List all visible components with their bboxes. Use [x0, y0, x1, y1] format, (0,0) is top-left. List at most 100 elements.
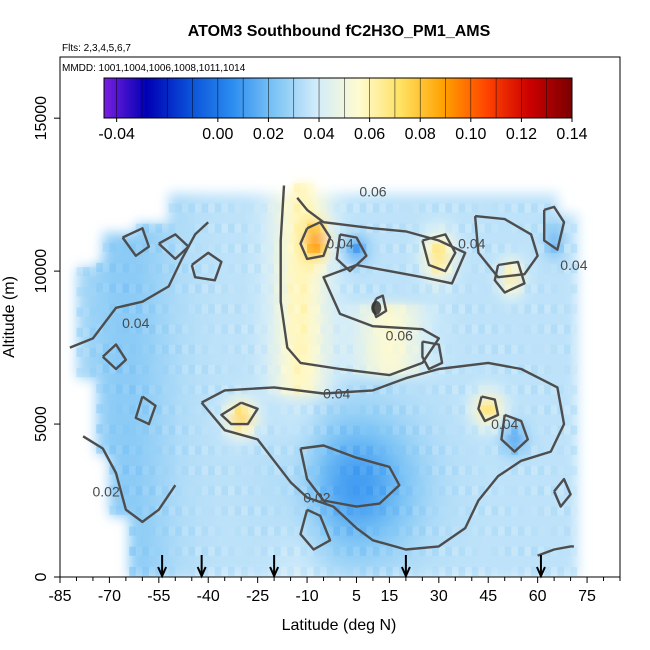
field-strip	[142, 486, 149, 496]
field-cell	[208, 375, 216, 386]
field-strip	[537, 506, 545, 516]
field-cell	[564, 556, 572, 568]
field-strip	[274, 344, 281, 354]
field-strip	[504, 223, 512, 233]
field-strip	[432, 203, 439, 213]
field-cell	[471, 294, 479, 305]
field-strip	[531, 344, 538, 354]
field-cell	[307, 314, 315, 326]
field-cell	[254, 516, 262, 528]
field-cell	[544, 294, 552, 305]
field-cell	[517, 233, 525, 245]
field-strip	[366, 506, 373, 516]
field-cell	[425, 375, 433, 386]
field-cell	[221, 496, 229, 507]
contour-label: 0.04	[458, 236, 485, 252]
field-strip	[228, 425, 235, 435]
field-cell	[557, 294, 565, 305]
field-strip	[372, 445, 380, 455]
field-cell	[458, 476, 466, 487]
field-cell	[254, 314, 262, 326]
field-cell	[491, 516, 499, 528]
field-strip	[491, 465, 499, 476]
field-cell	[234, 556, 242, 568]
field-strip	[564, 385, 571, 395]
field-strip	[274, 223, 281, 233]
field-cell	[280, 435, 288, 447]
field-cell	[287, 375, 295, 386]
contour-label: 0.04	[326, 236, 353, 252]
field-cell	[340, 455, 348, 467]
field-strip	[201, 526, 209, 536]
field-cell	[109, 495, 117, 507]
field-cell	[162, 455, 170, 467]
field-strip	[399, 203, 406, 213]
field-strip	[432, 425, 439, 435]
field-cell	[419, 476, 427, 487]
field-cell	[181, 415, 189, 427]
field-strip	[260, 566, 268, 576]
field-strip	[287, 405, 294, 415]
field-strip	[116, 243, 123, 253]
field-strip	[484, 486, 492, 496]
field-strip	[221, 243, 228, 253]
field-cell	[280, 294, 288, 305]
field-strip	[438, 304, 446, 314]
field-cell	[221, 213, 229, 225]
field-strip	[537, 223, 545, 233]
field-strip	[254, 546, 261, 556]
field-strip	[432, 546, 439, 556]
flight-arrow-head	[400, 566, 411, 579]
field-strip	[478, 365, 485, 375]
field-cell	[392, 395, 400, 406]
field-cell	[181, 253, 189, 265]
field-cell	[405, 294, 413, 305]
field-strip	[399, 385, 406, 395]
field-cell	[531, 536, 539, 548]
field-cell	[267, 213, 275, 225]
field-cell	[432, 516, 440, 528]
field-strip	[181, 566, 189, 576]
field-strip	[300, 445, 308, 455]
field-strip	[399, 243, 406, 253]
field-cell	[181, 294, 189, 305]
field-strip	[188, 486, 196, 496]
field-cell	[478, 354, 486, 366]
field-strip	[208, 365, 215, 375]
field-cell	[320, 294, 328, 305]
field-strip	[214, 365, 222, 375]
field-strip	[307, 425, 314, 435]
field-cell	[346, 334, 354, 346]
field-strip	[438, 506, 446, 516]
field-strip	[188, 385, 196, 395]
field-cell	[307, 375, 315, 386]
field-strip	[201, 465, 209, 476]
field-cell	[260, 213, 269, 225]
field-cell	[280, 334, 288, 346]
field-cell	[564, 455, 572, 467]
field-cell	[458, 334, 466, 346]
colorbar-tick-label: 0.00	[202, 126, 233, 143]
field-strip	[550, 304, 558, 314]
contour-line	[157, 233, 190, 261]
field-strip	[438, 243, 446, 253]
field-strip	[247, 445, 255, 455]
field-cell	[452, 496, 460, 507]
field-strip	[241, 324, 248, 334]
field-strip	[300, 324, 308, 334]
field-strip	[353, 526, 360, 536]
field-cell	[392, 496, 400, 507]
field-strip	[372, 526, 380, 536]
field-cell	[307, 556, 315, 568]
field-cell	[326, 516, 334, 528]
field-strip	[392, 425, 400, 435]
contour-label: 0.04	[122, 315, 149, 331]
field-strip	[379, 445, 387, 455]
field-cell	[412, 516, 420, 528]
field-strip	[544, 486, 551, 496]
field-cell	[366, 395, 374, 406]
field-cell	[102, 394, 110, 405]
field-strip	[89, 327, 97, 337]
field-cell	[254, 233, 262, 245]
field-cell	[419, 294, 427, 305]
